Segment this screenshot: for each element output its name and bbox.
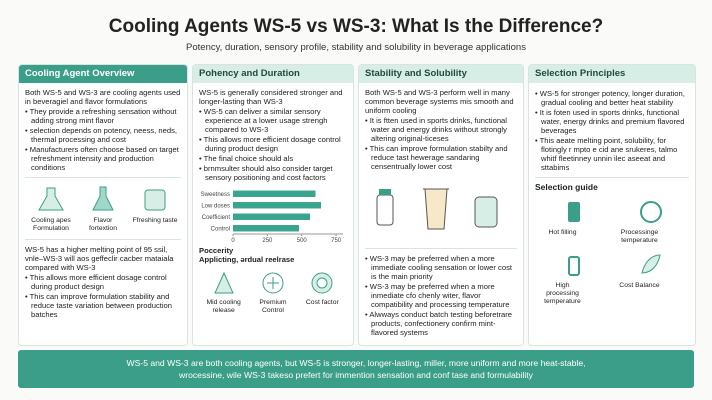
x-tick-label: 250 — [262, 238, 273, 244]
bullet: WS-5 for stronger potency, longer durati… — [535, 89, 689, 107]
bullet: This can improve formulation stabilty an… — [365, 144, 517, 171]
subtitle: Potency, duration, sensory profile, stab… — [186, 42, 526, 53]
icon — [92, 186, 114, 211]
bullet: WS-3 may be preferred when a more inmedi… — [365, 282, 517, 309]
icon — [639, 201, 662, 223]
icon-label: Premium Control — [259, 299, 287, 314]
icon — [213, 271, 234, 294]
x-tick-label: 0 — [231, 238, 235, 244]
bullet: brnmsulter should also consider target s… — [199, 164, 347, 182]
icon-label: Cost factor — [305, 299, 339, 306]
footer-line: wrocessine, wile WS-3 takeso prefert for… — [179, 370, 533, 380]
caption: Poccerity — [199, 246, 234, 255]
text: WS-5 has a higher melting point of 95 ss… — [25, 245, 174, 272]
bullet: This can improve formulation stability a… — [25, 292, 181, 319]
heading: Stability and Solubility — [359, 65, 523, 83]
icon-label: Flavor fortextion — [89, 217, 117, 232]
bullet: Alwways conduct batch testing beforetrar… — [365, 310, 517, 337]
heading: Pohency and Duration — [193, 65, 353, 83]
guide-title: Selection guide — [535, 182, 598, 192]
bullet: This allows more efficient dosage contro… — [199, 135, 347, 153]
icon — [262, 272, 284, 294]
bullet: It is ftten used in sports drinks, funct… — [365, 116, 517, 143]
bullet: This aeate melting point, solubility, fo… — [535, 136, 689, 172]
title: Cooling Agents WS-5 vs WS-3: What Is the… — [108, 16, 604, 37]
icon — [144, 189, 166, 211]
icon — [640, 254, 661, 274]
icon — [38, 187, 64, 211]
icon-label: Cost Balance — [619, 282, 660, 289]
icon-label: High processing temperature — [544, 282, 581, 305]
heading: Selection Principles — [529, 65, 695, 83]
footer-line: WS-5 and WS-3 are both cooling agents, b… — [126, 358, 586, 368]
bullet: selection depends on potency, neess, ned… — [25, 126, 181, 144]
icon-label: Ffreshing taste — [132, 217, 178, 224]
x-tick-label: 500 — [297, 238, 308, 244]
text: Both WS-5 and WS-3 perform well in many … — [365, 88, 514, 115]
bar — [233, 213, 310, 220]
y-tick-label: Sweetness — [201, 192, 230, 198]
bar — [233, 190, 316, 197]
bullet: Manufacturers often choose based on targ… — [25, 145, 181, 172]
icon — [567, 256, 580, 276]
icon-label: Hot filling — [548, 229, 577, 236]
bullet: They provide a refreshing sensation with… — [25, 107, 181, 125]
x-tick-label: 750 — [331, 238, 342, 244]
icon-label: Cooling apes Formulation — [31, 217, 71, 232]
text: Both WS-5 and WS-3 are cooling agents us… — [25, 88, 181, 106]
column: Stability and Solubility Both WS-5 and W… — [358, 64, 524, 346]
icon — [567, 202, 580, 222]
bar — [233, 202, 321, 209]
icon — [311, 272, 333, 294]
y-tick-label: Low doses — [201, 203, 230, 209]
icon-label: Mid cooling release — [206, 299, 241, 314]
heading: Cooling Agent Overview — [19, 65, 187, 83]
column: Selection Principles WS-5 for stronger p… — [528, 64, 696, 346]
icon-label: Processinge temperature — [620, 229, 659, 244]
column: Pohency and Duration WS-5 is generally c… — [192, 64, 354, 346]
y-tick-label: Coefficient — [202, 215, 231, 221]
bullet: This allows more efficient dosage contro… — [25, 273, 181, 291]
column: Cooling Agent Overview Both WS-5 and WS-… — [18, 64, 188, 346]
chart: 0 250 500 750 Sweetness Low doses Coefficient C… — [201, 190, 343, 244]
caption: Applicting, ərdual reelrase — [199, 255, 295, 264]
bar — [233, 225, 299, 232]
bullet: WS-5 can deliver a similar sensory exper… — [199, 107, 347, 134]
y-tick-label: Control — [211, 226, 230, 232]
footer: WS-5 and WS-3 are both cooling agents, b… — [18, 350, 694, 388]
bullet: It is foten used in sports drinks, funct… — [535, 108, 689, 135]
bullet: WS-3 may be preferred when a more immedi… — [365, 254, 517, 281]
bullet: The final choice should als — [199, 154, 347, 163]
illustration — [376, 188, 498, 230]
text: WS-5 is generally considered stronger an… — [199, 88, 343, 106]
